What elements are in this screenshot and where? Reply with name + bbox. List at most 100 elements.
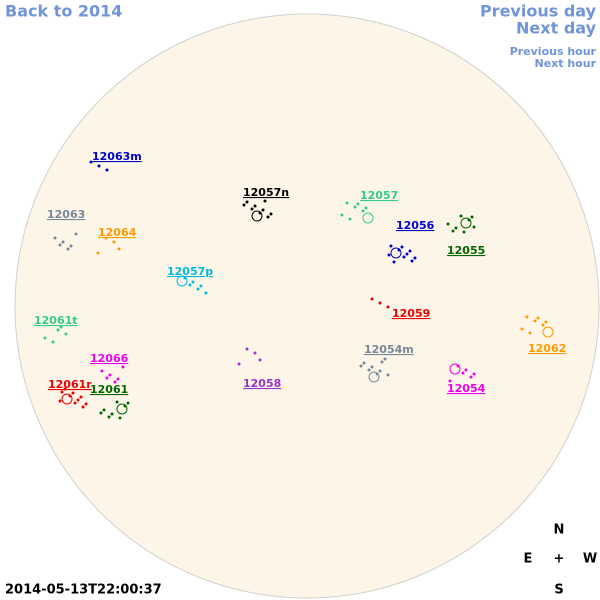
spot — [448, 379, 452, 383]
spot — [118, 416, 122, 420]
spot — [390, 247, 402, 259]
compass-east: E — [524, 552, 533, 567]
compass-south: S — [554, 583, 563, 598]
spot — [460, 217, 472, 229]
spot — [84, 402, 88, 406]
spot — [525, 315, 529, 319]
spot — [400, 245, 404, 249]
spot — [191, 280, 195, 284]
spot — [392, 260, 396, 264]
spot — [108, 373, 112, 377]
spot — [456, 364, 460, 368]
spot — [389, 244, 393, 248]
spot — [461, 371, 465, 375]
spot — [367, 368, 371, 372]
region-label[interactable]: 12054m — [364, 343, 414, 356]
spot — [79, 395, 83, 399]
spot — [121, 365, 125, 369]
spot — [60, 390, 64, 394]
spot — [541, 323, 545, 327]
region-label[interactable]: 12066 — [90, 352, 129, 365]
spot — [89, 160, 93, 164]
next-hour-link[interactable]: Next hour — [535, 57, 597, 70]
compass-center: + — [554, 552, 565, 567]
region-label[interactable]: 12055 — [447, 244, 485, 257]
spot — [66, 247, 70, 251]
spot — [536, 316, 540, 320]
sunspots — [43, 160, 554, 420]
spot — [261, 208, 265, 212]
spot — [266, 215, 270, 219]
spot — [345, 201, 349, 205]
spot — [112, 240, 116, 244]
spot — [58, 243, 62, 247]
spot — [454, 226, 458, 230]
spot — [370, 365, 374, 369]
spot — [464, 368, 468, 372]
region-label[interactable]: 12059 — [392, 307, 430, 320]
spot — [370, 297, 374, 301]
region-label[interactable]: 12062 — [528, 342, 566, 355]
spot — [99, 411, 103, 415]
spot — [364, 206, 368, 210]
spot — [63, 387, 67, 391]
spot — [105, 376, 109, 380]
spot — [472, 372, 476, 376]
spot — [74, 232, 78, 236]
spot — [383, 357, 387, 361]
spot — [520, 327, 524, 331]
spot — [378, 301, 382, 305]
spot — [69, 244, 73, 248]
spot — [204, 291, 208, 295]
spot — [113, 380, 117, 384]
spot — [408, 249, 412, 253]
spot — [73, 401, 77, 405]
spot — [375, 372, 379, 376]
next-day-link[interactable]: Next day — [516, 19, 597, 38]
spot — [107, 415, 111, 419]
spot — [64, 332, 68, 336]
spot — [386, 305, 390, 309]
spot — [61, 393, 73, 405]
spot — [58, 399, 62, 403]
back-link[interactable]: Back to 2014 — [5, 2, 122, 21]
spot — [242, 203, 246, 207]
spot — [359, 364, 363, 368]
region-label[interactable]: 12057 — [360, 189, 398, 202]
previous-day-link[interactable]: Previous day — [480, 2, 597, 21]
spot — [362, 361, 366, 365]
region-label[interactable]: 12057p — [167, 265, 213, 278]
spot — [405, 252, 409, 256]
region-label[interactable]: 12063m — [92, 150, 142, 163]
spot — [462, 230, 466, 234]
spot — [126, 401, 130, 405]
spot — [183, 276, 187, 280]
region-label[interactable]: 12064 — [98, 226, 137, 239]
region-label[interactable]: 12061 — [90, 383, 128, 396]
previous-hour-link[interactable]: Previous hour — [510, 45, 597, 58]
region-label[interactable]: 12057n — [243, 186, 289, 199]
spot — [71, 391, 75, 395]
spot — [68, 394, 72, 398]
spot — [97, 164, 101, 168]
spot — [123, 404, 127, 408]
spot — [387, 253, 391, 257]
spot — [533, 319, 537, 323]
region-label[interactable]: 12056 — [396, 219, 435, 232]
spot — [245, 347, 249, 351]
region-label[interactable]: 12061t — [34, 314, 78, 327]
compass-north: N — [554, 523, 565, 538]
spot — [105, 168, 109, 172]
region-label[interactable]: 12061r — [48, 378, 92, 391]
region-label[interactable]: 12063 — [47, 208, 85, 221]
spot — [269, 212, 273, 216]
spot — [250, 207, 254, 211]
spot — [61, 240, 65, 244]
spot — [356, 202, 360, 206]
spot — [56, 328, 60, 332]
spot — [117, 247, 121, 251]
spot — [104, 236, 108, 240]
region-label[interactable]: 12058 — [243, 377, 281, 390]
region-label[interactable]: 12054 — [447, 382, 486, 395]
